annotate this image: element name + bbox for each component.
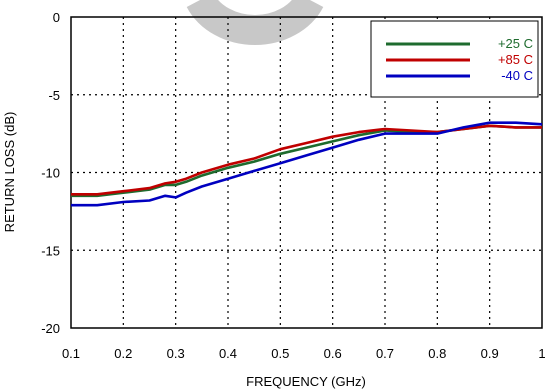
- watermark-arc: [186, 0, 324, 46]
- y-tick-label: -5: [48, 88, 60, 103]
- axis-ticks: 0.1 0.2 0.3 0.4 0.5 0.6 0.7 0.8 0.9 1 0 -5 -10 -15 -20: [41, 10, 545, 361]
- x-tick-label: 0.6: [324, 346, 342, 361]
- x-tick-label: 0.1: [62, 346, 80, 361]
- x-tick-label: 0.5: [271, 346, 289, 361]
- x-tick-label: 0.4: [219, 346, 237, 361]
- series-line: [71, 124, 542, 198]
- y-tick-label: -20: [41, 321, 60, 336]
- x-tick-label: 0.2: [114, 346, 132, 361]
- series-line: [71, 121, 543, 207]
- x-tick-label: 0.7: [376, 346, 394, 361]
- x-tick-label: 0.3: [167, 346, 185, 361]
- y-tick-label: -10: [41, 166, 60, 181]
- grid-lines: [71, 17, 542, 328]
- x-axis-label: FREQUENCY (GHz): [246, 374, 366, 389]
- x-tick-label: 0.9: [481, 346, 499, 361]
- legend-label: +85 C: [498, 52, 533, 67]
- y-tick-label: -15: [41, 243, 60, 258]
- x-tick-label: 1: [538, 346, 545, 361]
- legend: +25 C+85 C-40 C: [370, 20, 539, 98]
- y-tick-label: 0: [53, 10, 60, 25]
- plot-frame: [70, 16, 543, 329]
- legend-label: -40 C: [501, 68, 533, 83]
- y-axis-label: RETURN LOSS (dB): [2, 112, 17, 233]
- legend-label: +25 C: [498, 36, 533, 51]
- series-lines: [71, 121, 543, 207]
- series-line: [71, 124, 542, 196]
- x-tick-label: 0.8: [428, 346, 446, 361]
